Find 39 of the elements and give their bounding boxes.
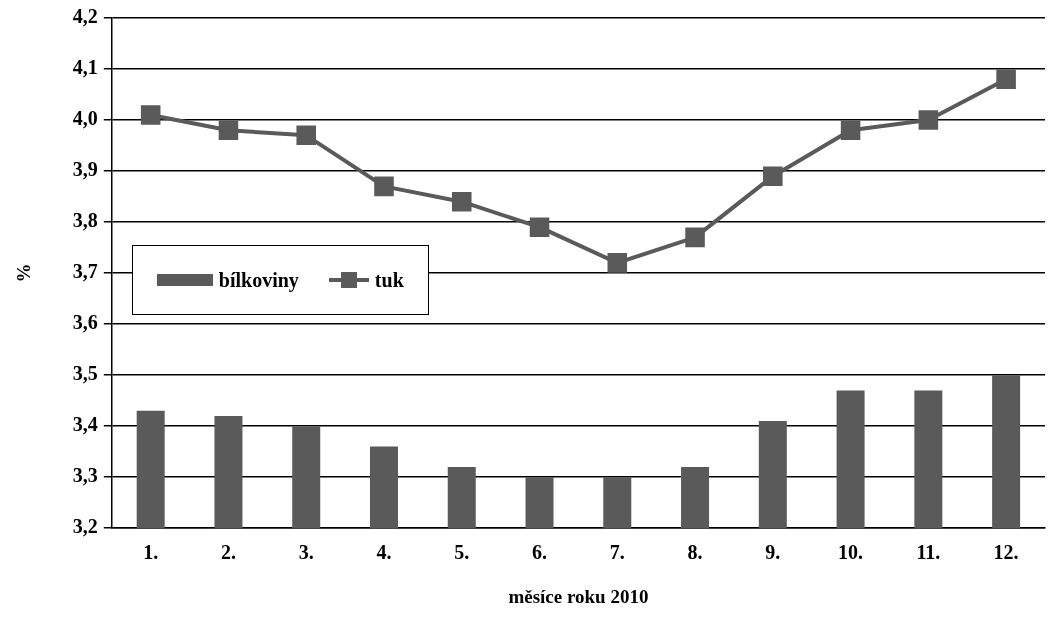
- y-tick-label: 4,0: [72, 107, 98, 130]
- x-tick-label: 9.: [765, 541, 781, 564]
- y-tick-label: 3,9: [72, 158, 98, 181]
- x-tick-label: 7.: [609, 541, 625, 564]
- x-tick-label: 5.: [454, 541, 470, 564]
- point: [218, 120, 239, 141]
- x-tick-label: 11.: [916, 541, 941, 564]
- x-tick-label: 12.: [993, 541, 1019, 564]
- x-tick-label: 6.: [532, 541, 548, 564]
- y-tick-label: 3,4: [72, 413, 98, 436]
- point: [451, 191, 472, 212]
- y-tick-label: 3,3: [72, 464, 98, 487]
- point: [840, 120, 861, 141]
- y-tick-label: 4,2: [72, 5, 98, 28]
- x-tick-label: 2.: [220, 541, 236, 564]
- point: [918, 110, 939, 130]
- y-tick-label: 3,2: [72, 515, 98, 538]
- x-tick-label: 4.: [376, 541, 392, 564]
- x-axis-title: měsíce roku 2010: [508, 585, 649, 607]
- y-tick-label: 3,7: [72, 260, 98, 283]
- y-tick-label: 4,1: [72, 56, 98, 79]
- point: [374, 176, 394, 197]
- x-tick-label: 8.: [687, 541, 703, 564]
- point: [763, 166, 783, 186]
- legend-label: tuk: [374, 268, 404, 292]
- x-tick-label: 3.: [298, 541, 314, 564]
- point: [529, 217, 550, 237]
- point: [996, 69, 1016, 89]
- y-tick-label: 3,8: [72, 209, 98, 232]
- point: [607, 253, 628, 273]
- y-axis-title: %: [13, 263, 35, 283]
- point: [140, 105, 161, 125]
- legend-label: bílkoviny: [218, 268, 299, 292]
- x-tick-label: 10.: [838, 541, 864, 564]
- y-tick-label: 3,5: [72, 362, 98, 385]
- point: [685, 227, 705, 248]
- point: [296, 125, 316, 146]
- y-tick-label: 3,6: [72, 311, 98, 334]
- x-tick-label: 1.: [143, 541, 159, 564]
